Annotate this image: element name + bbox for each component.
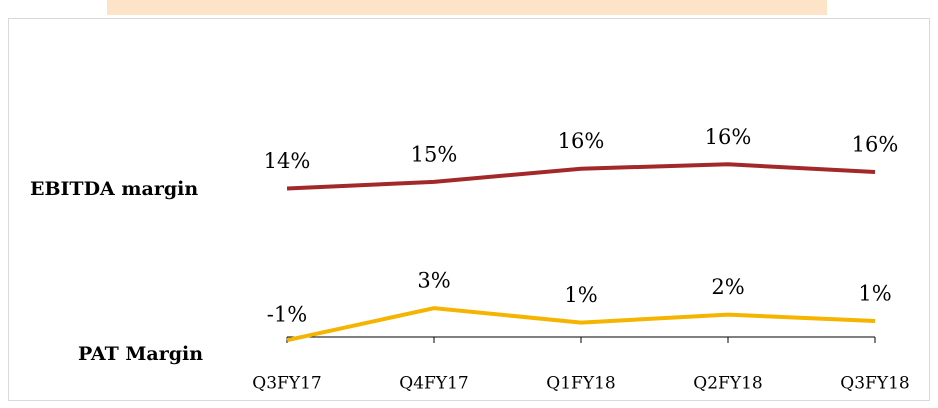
data-label: 16% (852, 133, 899, 157)
series-line (286, 162, 876, 191)
data-label: 2% (711, 275, 744, 299)
x-tick-label: Q4FY17 (399, 374, 468, 394)
data-label: 16% (705, 125, 752, 149)
data-label: 16% (558, 129, 605, 153)
data-label: 1% (858, 281, 891, 305)
data-label: 14% (264, 149, 311, 173)
data-label: 15% (411, 142, 458, 166)
x-tick-label: Q1FY18 (546, 374, 615, 394)
title-banner (107, 0, 827, 15)
data-label: 3% (417, 269, 450, 293)
data-label: -1% (267, 303, 307, 327)
chart-frame (8, 18, 930, 401)
x-tick-label: Q3FY18 (840, 374, 909, 394)
data-label: 1% (564, 283, 597, 307)
series-line (286, 306, 876, 343)
x-tick-label: Q3FY17 (252, 374, 321, 394)
x-tick-label: Q2FY18 (693, 374, 762, 394)
series-name: PAT Margin (78, 343, 203, 365)
series-name: EBITDA margin (30, 178, 198, 200)
